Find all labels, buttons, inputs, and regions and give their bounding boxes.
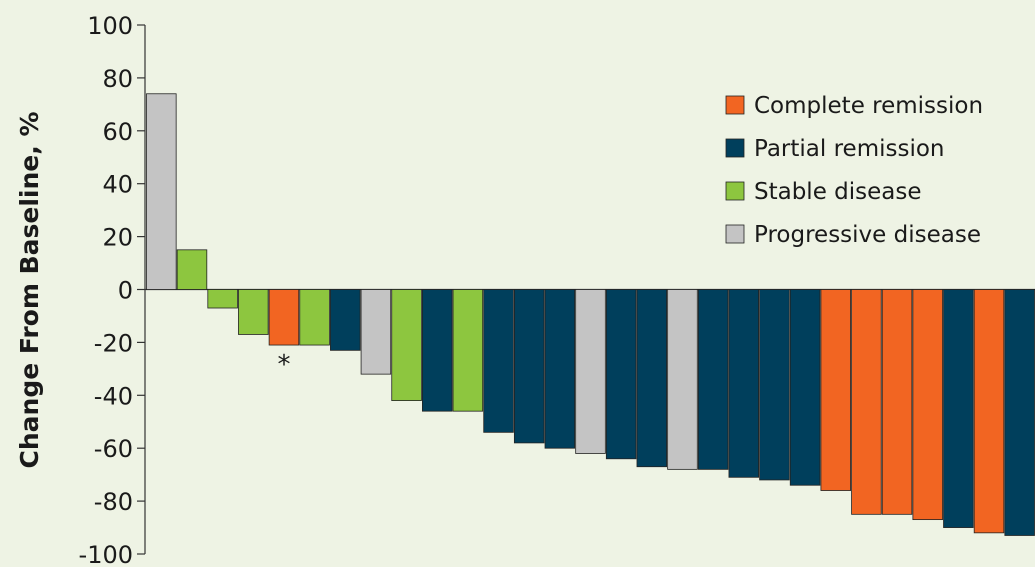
bar-complete (974, 290, 1004, 533)
legend-swatch-complete (726, 96, 744, 114)
bar-stable (392, 290, 422, 401)
bar-partial (1005, 290, 1035, 536)
y-tick-label: 0 (118, 277, 133, 305)
bar-progressive (576, 290, 606, 454)
y-tick-label: 60 (102, 118, 133, 146)
bar-complete (913, 290, 943, 520)
legend-label-progressive: Progressive disease (754, 222, 981, 248)
bar-partial (698, 290, 728, 470)
legend-label-stable: Stable disease (754, 179, 922, 205)
legend-swatch-partial (726, 139, 744, 157)
bar-stable (453, 290, 483, 412)
bar-complete (852, 290, 882, 515)
bar-partial (422, 290, 452, 412)
y-tick-label: -60 (94, 435, 133, 463)
bar-stable (238, 290, 268, 335)
bar-partial (729, 290, 759, 478)
legend-swatch-stable (726, 182, 744, 200)
bar-stable (300, 290, 330, 346)
legend-label-complete: Complete remission (754, 93, 983, 119)
bar-progressive (361, 290, 391, 375)
bar-complete (882, 290, 912, 515)
y-tick-label: 40 (102, 171, 133, 199)
y-tick-label: 80 (102, 65, 133, 93)
y-tick-label: -100 (79, 541, 133, 567)
legend-swatch-progressive (726, 225, 744, 243)
bar-partial (484, 290, 514, 433)
bar-partial (760, 290, 790, 480)
bar-partial (514, 290, 544, 443)
y-tick-label: -40 (94, 382, 133, 410)
bar-partial (330, 290, 360, 351)
bar-stable (177, 250, 207, 290)
bar-partial (944, 290, 974, 528)
legend-label-partial: Partial remission (754, 136, 945, 162)
bar-annotation: * (277, 350, 290, 380)
bar-complete (269, 290, 299, 346)
bar-stable (208, 290, 238, 309)
legend: Complete remission Partial remission Stabl… (726, 93, 983, 248)
bar-partial (637, 290, 667, 467)
y-axis-label: Change From Baseline, % (15, 111, 44, 468)
bar-complete (821, 290, 851, 491)
bar-progressive (668, 290, 698, 470)
y-tick-label: -80 (94, 488, 133, 516)
y-tick-label: -20 (94, 329, 133, 357)
bar-partial (606, 290, 636, 459)
y-tick-label: 20 (102, 224, 133, 252)
y-tick-label: 100 (87, 12, 133, 40)
bar-partial (790, 290, 820, 486)
bar-progressive (147, 94, 177, 290)
bar-partial (545, 290, 575, 449)
